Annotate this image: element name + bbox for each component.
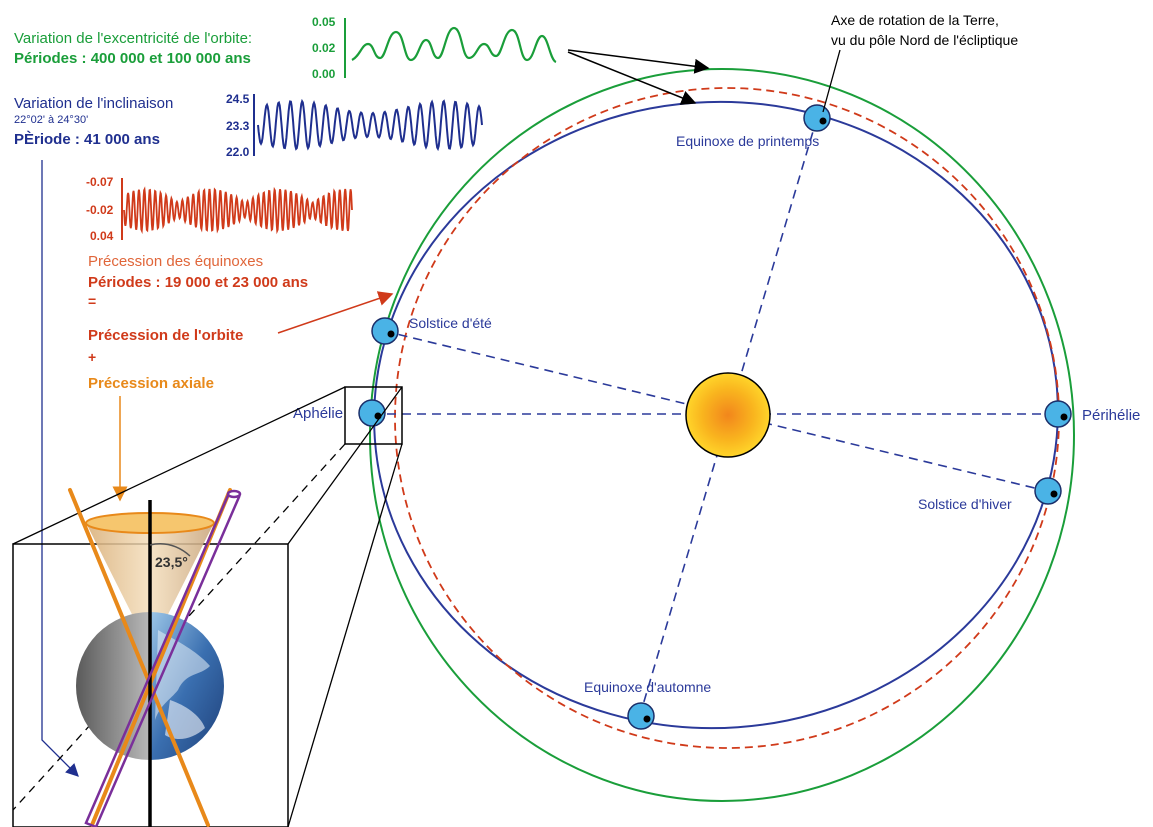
sun-icon (685, 372, 771, 458)
zoom-lines (12, 386, 403, 827)
label-aphelion: Aphélie (293, 405, 343, 422)
label-summer-solstice: Solstice d'été (409, 315, 492, 331)
precession-tick-bot: 0.04 (90, 229, 114, 243)
inclination-title: Variation de l'inclinaison (14, 95, 173, 112)
precession-wave (123, 186, 353, 235)
planet-icon (627, 702, 655, 730)
inclination-wave (257, 98, 483, 152)
eccentricity-arrow-1 (567, 49, 710, 74)
inclination-range: 22°02' à 24°30' (14, 114, 88, 126)
precession-tick-top: -0.07 (86, 175, 114, 189)
eccentricity-tick-mid: 0.02 (312, 41, 336, 55)
earth-icon (76, 612, 224, 760)
tilt-arc (149, 543, 191, 557)
planet-icon (803, 104, 831, 132)
orbit-green (369, 68, 1075, 802)
eccentricity-title: Variation de l'excentricité de l'orbite: (14, 30, 252, 47)
label-winter-solstice: Solstice d'hiver (918, 496, 1012, 512)
label-autumn-equinox: Equinoxe d'automne (584, 679, 711, 695)
planet-icon (1034, 477, 1062, 505)
planet-icon (1044, 400, 1072, 428)
zoom-dashed-line (12, 443, 346, 811)
eccentricity-tick-top: 0.05 (312, 15, 336, 29)
precession-orbit-arrow (277, 291, 394, 334)
zoom-source-box (344, 386, 403, 445)
axis-lines (372, 117, 1056, 716)
label-spring-equinox: Equinoxe de printemps (676, 133, 819, 149)
label-perihelion: Périhélie (1082, 407, 1140, 424)
inclination-pointer (41, 160, 79, 777)
precession-orbit: Précession de l'orbite (88, 327, 243, 344)
inclination-tick-mid: 23.3 (226, 119, 250, 133)
earth-axis-rod (84, 489, 242, 827)
planet-icon (371, 317, 399, 345)
precession-periods: Périodes : 19 000 et 23 000 ans (88, 274, 308, 291)
precession-equals: = (88, 293, 96, 309)
eccentricity-wave (351, 26, 557, 64)
eccentricity-arrow-2 (567, 51, 697, 105)
axis-note-pointer (822, 49, 841, 113)
inclination-period: PÈriode : 41 000 ans (14, 131, 160, 148)
inclination-tick-top: 24.5 (226, 92, 250, 106)
precession-title: Précession des équinoxes (88, 253, 263, 270)
precession-tick-mid: -0.02 (86, 203, 114, 217)
planet-icon (358, 399, 386, 427)
eccentricity-periods: Périodes : 400 000 et 100 000 ans (14, 50, 251, 67)
tilt-label: 23,5° (155, 554, 188, 570)
inclination-tick-bot: 22.0 (226, 145, 250, 159)
axis-note-line1: Axe de rotation de la Terre, (831, 12, 999, 28)
eccentricity-tick-bot: 0.00 (312, 67, 336, 81)
precession-axial: Précession axiale (88, 375, 214, 392)
precession-plus: + (88, 349, 96, 365)
axis-note-line2: vu du pôle Nord de l'écliptique (831, 32, 1018, 48)
